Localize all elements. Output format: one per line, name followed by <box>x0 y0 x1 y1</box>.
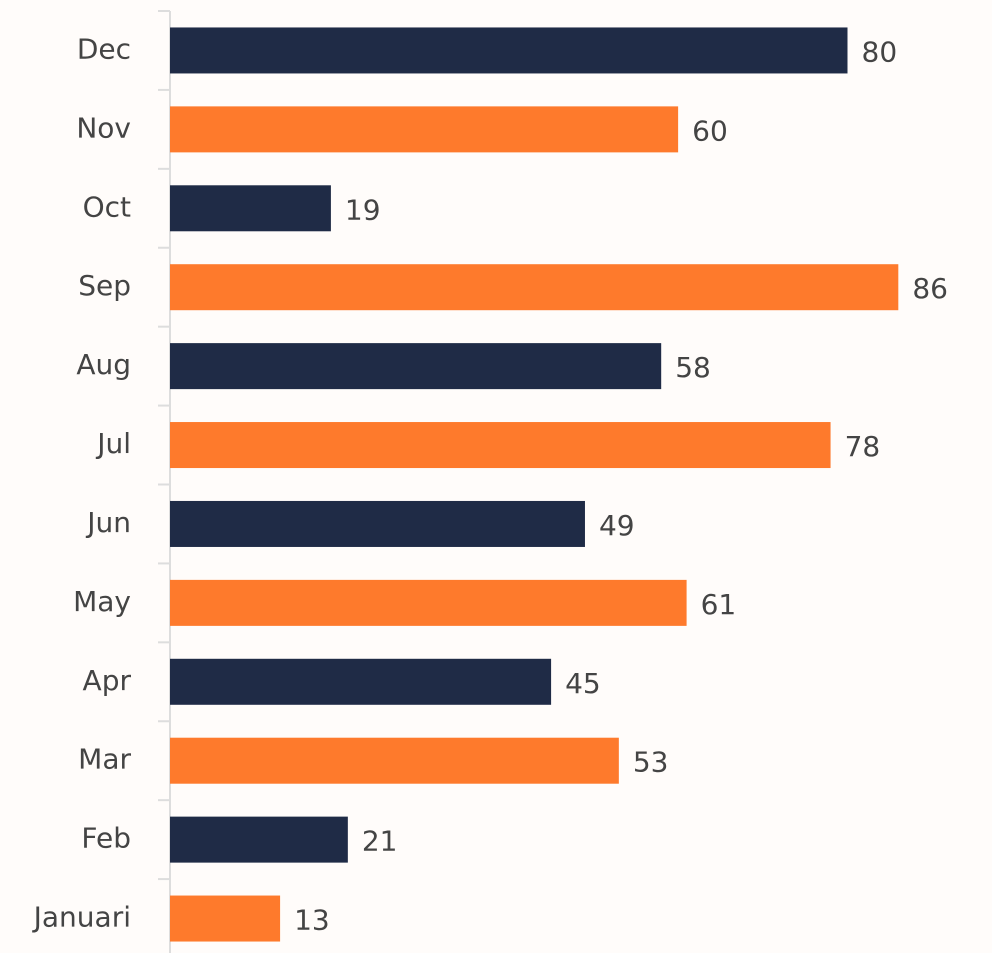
bar <box>170 658 552 705</box>
value-label: 49 <box>599 509 635 542</box>
y-tick-label: Mar <box>78 743 131 776</box>
y-tick-label: Apr <box>83 664 132 697</box>
bar <box>170 422 831 469</box>
y-tick-label: Oct <box>83 190 131 223</box>
value-label: 45 <box>565 667 601 700</box>
bar <box>170 343 662 390</box>
value-label: 61 <box>701 588 737 621</box>
bar <box>170 106 679 153</box>
value-label: 60 <box>692 114 728 147</box>
y-tick-label: Aug <box>76 348 131 381</box>
y-tick-label: Januari <box>32 901 131 934</box>
value-label: 19 <box>345 193 381 226</box>
bar <box>170 185 331 232</box>
value-label: 21 <box>362 825 398 858</box>
value-label: 13 <box>294 904 330 937</box>
y-tick-label: May <box>73 585 131 618</box>
bar <box>170 816 348 863</box>
y-tick-label: Jul <box>95 427 131 460</box>
value-label: 78 <box>845 430 881 463</box>
value-label: 53 <box>633 746 669 779</box>
value-label: 80 <box>862 35 898 68</box>
bar <box>170 27 848 74</box>
bar <box>170 264 899 311</box>
bar <box>170 579 687 626</box>
bar <box>170 737 619 784</box>
y-tick-label: Feb <box>81 822 131 855</box>
value-label: 86 <box>912 272 948 305</box>
value-label: 58 <box>675 351 711 384</box>
y-tick-label: Jun <box>85 506 131 539</box>
bar <box>170 895 281 942</box>
y-tick-label: Sep <box>78 269 131 302</box>
y-tick-label: Nov <box>76 111 131 144</box>
bar <box>170 500 585 547</box>
y-tick-label: Dec <box>77 32 131 65</box>
